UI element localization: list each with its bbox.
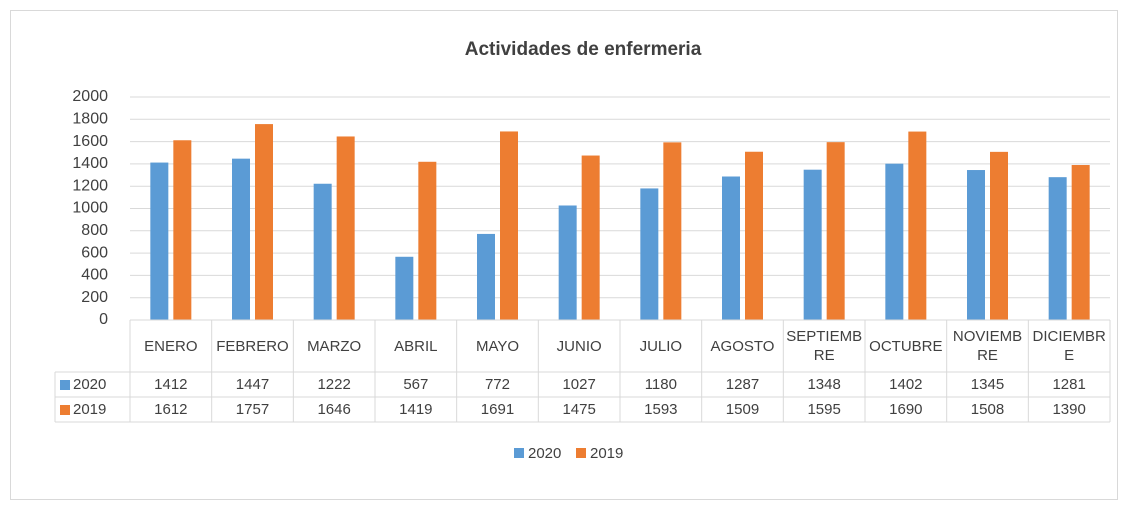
table-value: 1757 bbox=[235, 401, 270, 418]
bar bbox=[232, 158, 250, 320]
table-value: 1390 bbox=[1052, 401, 1086, 418]
table-value: 1612 bbox=[154, 401, 188, 418]
bar bbox=[581, 155, 600, 320]
legend-key bbox=[60, 379, 70, 390]
y-tick-label: 2000 bbox=[72, 88, 108, 105]
category-label: JULIO bbox=[639, 337, 683, 355]
table-value: 1595 bbox=[807, 401, 841, 418]
y-tick-label: 600 bbox=[81, 244, 108, 261]
bar bbox=[967, 170, 985, 320]
bar bbox=[990, 151, 1008, 320]
category-label: SEPTIEMBRE bbox=[786, 328, 863, 364]
bar bbox=[803, 169, 822, 320]
bar bbox=[1048, 177, 1067, 320]
table-series-name: 2020 bbox=[73, 376, 107, 393]
y-tick-label: 800 bbox=[81, 222, 108, 239]
table-value: 1281 bbox=[1052, 376, 1086, 393]
y-tick-label: 1400 bbox=[72, 155, 108, 172]
category-label: JUNIO bbox=[556, 337, 602, 355]
category-label: DICIEMBRE bbox=[1032, 328, 1106, 364]
y-tick-label: 200 bbox=[81, 289, 108, 306]
y-tick-label: 0 bbox=[99, 311, 108, 328]
table-value: 1180 bbox=[644, 376, 677, 393]
bar bbox=[173, 140, 192, 320]
bar bbox=[826, 142, 845, 320]
bar bbox=[663, 142, 682, 320]
bar bbox=[500, 131, 518, 320]
table-value: 1027 bbox=[562, 376, 596, 393]
bar bbox=[1071, 165, 1090, 320]
y-tick-label: 1200 bbox=[72, 177, 108, 194]
table-value: 1287 bbox=[725, 376, 760, 393]
bar bbox=[418, 161, 437, 320]
bar bbox=[640, 188, 659, 320]
table-value: 1402 bbox=[889, 376, 923, 393]
table-value: 1348 bbox=[807, 376, 841, 393]
y-tick-label: 1000 bbox=[72, 200, 108, 217]
bar bbox=[745, 151, 763, 320]
legend-label: 2020 bbox=[528, 444, 562, 462]
category-label: AGOSTO bbox=[710, 337, 775, 355]
bar bbox=[150, 162, 169, 320]
table-value: 1646 bbox=[317, 401, 351, 418]
legend-key bbox=[514, 448, 524, 458]
bar bbox=[313, 183, 332, 320]
table-value: 1475 bbox=[562, 401, 596, 418]
chart-title: Actividades de enfermeria bbox=[465, 39, 702, 60]
y-tick-label: 1800 bbox=[72, 111, 108, 128]
table-series-name: 2019 bbox=[73, 401, 107, 418]
bar bbox=[255, 124, 273, 320]
category-label: OCTUBRE bbox=[869, 337, 943, 355]
table-value: 1419 bbox=[399, 401, 433, 418]
table-value: 1222 bbox=[317, 376, 351, 393]
table-value: 1508 bbox=[970, 401, 1005, 418]
bar bbox=[908, 131, 927, 320]
table-value: 1509 bbox=[725, 401, 760, 418]
table-value: 1412 bbox=[154, 376, 188, 393]
category-label: ENERO bbox=[144, 337, 198, 355]
bar bbox=[722, 176, 740, 320]
category-label: NOVIEMBRE bbox=[952, 328, 1023, 364]
table-value: 1345 bbox=[970, 376, 1005, 393]
bar bbox=[395, 256, 414, 320]
table-value: 1691 bbox=[480, 401, 515, 418]
category-label: ABRIL bbox=[394, 337, 438, 355]
table-value: 567 bbox=[403, 376, 429, 393]
category-label: MARZO bbox=[307, 337, 362, 355]
category-label: MAYO bbox=[475, 337, 520, 355]
bar bbox=[477, 233, 495, 320]
bar bbox=[336, 136, 355, 320]
table-value: 1690 bbox=[889, 401, 923, 418]
bar bbox=[558, 205, 577, 320]
table-value: 1593 bbox=[644, 401, 678, 418]
table-value: 772 bbox=[484, 376, 510, 393]
bar bbox=[885, 163, 904, 320]
legend-key bbox=[576, 448, 586, 458]
y-tick-label: 400 bbox=[81, 267, 108, 284]
legend-key bbox=[60, 404, 70, 415]
y-tick-label: 1600 bbox=[72, 133, 108, 150]
table-value: 1447 bbox=[235, 376, 270, 393]
legend-label: 2019 bbox=[590, 444, 624, 462]
category-label: FEBRERO bbox=[216, 337, 289, 355]
